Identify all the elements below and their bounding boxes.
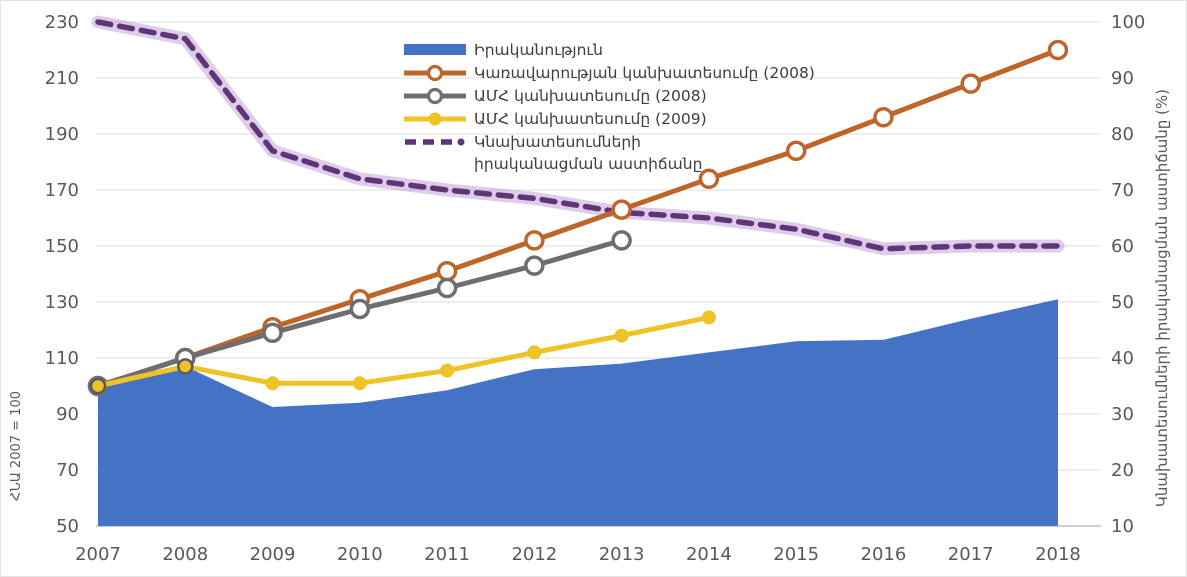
legend-swatch-open-circle bbox=[404, 64, 466, 82]
dot-marker bbox=[265, 376, 280, 391]
right-axis-title: Կնախատեսումների իրականացման աստիճանը (%) bbox=[1153, 89, 1171, 508]
realization-line bbox=[95, 19, 1061, 252]
x-tick-2008: 2008 bbox=[162, 544, 208, 565]
legend-item-4: Կնախատեսումների իրականացման աստիճանը bbox=[404, 131, 815, 175]
open-circle-marker bbox=[960, 73, 981, 94]
x-tick-2017: 2017 bbox=[948, 544, 994, 565]
y-right-tick-70: 70 bbox=[1111, 180, 1134, 201]
y-right-tick-100: 100 bbox=[1111, 12, 1145, 33]
open-circle-marker bbox=[785, 140, 807, 162]
y-left-tick-70: 70 bbox=[56, 460, 79, 481]
legend-swatch-dot bbox=[404, 112, 466, 126]
open-circle-marker bbox=[262, 322, 283, 344]
x-tick-2011: 2011 bbox=[424, 544, 470, 565]
y-left-tick-230: 230 bbox=[45, 12, 79, 33]
y-left-tick-110: 110 bbox=[45, 348, 79, 369]
y-left-tick-190: 190 bbox=[45, 124, 79, 145]
legend-label: Իրականություն bbox=[474, 41, 603, 59]
dot-marker bbox=[440, 363, 455, 378]
legend-label: ԱՄՀ կանխատեսումը (2009) bbox=[474, 110, 707, 128]
y-right-tick-50: 50 bbox=[1111, 292, 1134, 313]
x-tick-2014: 2014 bbox=[686, 544, 732, 565]
legend-item-1: Կառավարության կանխատեսումը (2008) bbox=[404, 62, 815, 84]
y-left-tick-150: 150 bbox=[45, 236, 79, 257]
legend-item-2: ԱՄՀ կանխատեսումը (2008) bbox=[404, 85, 815, 107]
area-actual-gdp bbox=[98, 299, 1058, 526]
y-left-tick-130: 130 bbox=[45, 292, 79, 313]
left-axis-title: ՀՆԱ 2007 = 100 bbox=[9, 391, 24, 501]
dot-marker bbox=[614, 328, 629, 343]
x-tick-2016: 2016 bbox=[861, 544, 907, 565]
x-tick-2007: 2007 bbox=[75, 544, 121, 565]
open-circle-marker bbox=[349, 298, 371, 320]
open-circle-marker bbox=[524, 255, 545, 276]
y-right-tick-10: 10 bbox=[1111, 516, 1134, 537]
dot-marker bbox=[352, 376, 367, 391]
y-right-tick-40: 40 bbox=[1111, 348, 1134, 369]
dot-marker bbox=[527, 345, 542, 360]
legend-label: ԱՄՀ կանխատեսումը (2008) bbox=[474, 87, 707, 105]
legend-swatch-area bbox=[404, 44, 466, 55]
legend-swatch-dashed bbox=[405, 138, 465, 146]
open-circle-marker bbox=[436, 260, 458, 282]
dot-marker bbox=[177, 358, 194, 375]
legend: Իրականություն Կառավարության կանխատեսումը … bbox=[404, 39, 815, 176]
x-tick-2013: 2013 bbox=[599, 544, 645, 565]
x-tick-2018: 2018 bbox=[1035, 544, 1081, 565]
open-circle-marker bbox=[611, 230, 632, 251]
legend-item-3: ԱՄՀ կանխատեսումը (2009) bbox=[404, 108, 815, 130]
x-tick-2015: 2015 bbox=[773, 544, 819, 565]
forecast-line bbox=[97, 47, 1059, 389]
legend-label: Կնախատեսումների իրականացման աստիճանը bbox=[474, 133, 703, 173]
dot-marker bbox=[701, 310, 716, 325]
open-circle-marker bbox=[698, 168, 720, 190]
y-left-tick-90: 90 bbox=[56, 404, 79, 425]
x-tick-2012: 2012 bbox=[511, 544, 557, 565]
open-circle-marker bbox=[1047, 39, 1069, 61]
open-circle-marker bbox=[436, 277, 458, 299]
legend-label: Կառավարության կանխատեսումը (2008) bbox=[474, 64, 815, 82]
y-right-tick-60: 60 bbox=[1111, 236, 1134, 257]
x-tick-2009: 2009 bbox=[250, 544, 296, 565]
open-circle-marker bbox=[611, 199, 632, 220]
dot-marker bbox=[89, 377, 107, 395]
legend-swatch-open-circle bbox=[404, 87, 466, 105]
y-right-tick-30: 30 bbox=[1111, 404, 1134, 425]
y-right-tick-90: 90 bbox=[1111, 68, 1134, 89]
x-tick-2010: 2010 bbox=[337, 544, 383, 565]
y-left-tick-170: 170 bbox=[45, 180, 79, 201]
forecast-line bbox=[97, 314, 710, 389]
y-right-tick-80: 80 bbox=[1111, 124, 1134, 145]
open-circle-marker bbox=[873, 106, 894, 128]
y-left-tick-210: 210 bbox=[45, 68, 79, 89]
legend-item-0: Իրականություն bbox=[404, 39, 815, 61]
y-left-tick-50: 50 bbox=[56, 516, 79, 537]
y-right-tick-20: 20 bbox=[1111, 460, 1134, 481]
open-circle-marker bbox=[524, 230, 545, 251]
